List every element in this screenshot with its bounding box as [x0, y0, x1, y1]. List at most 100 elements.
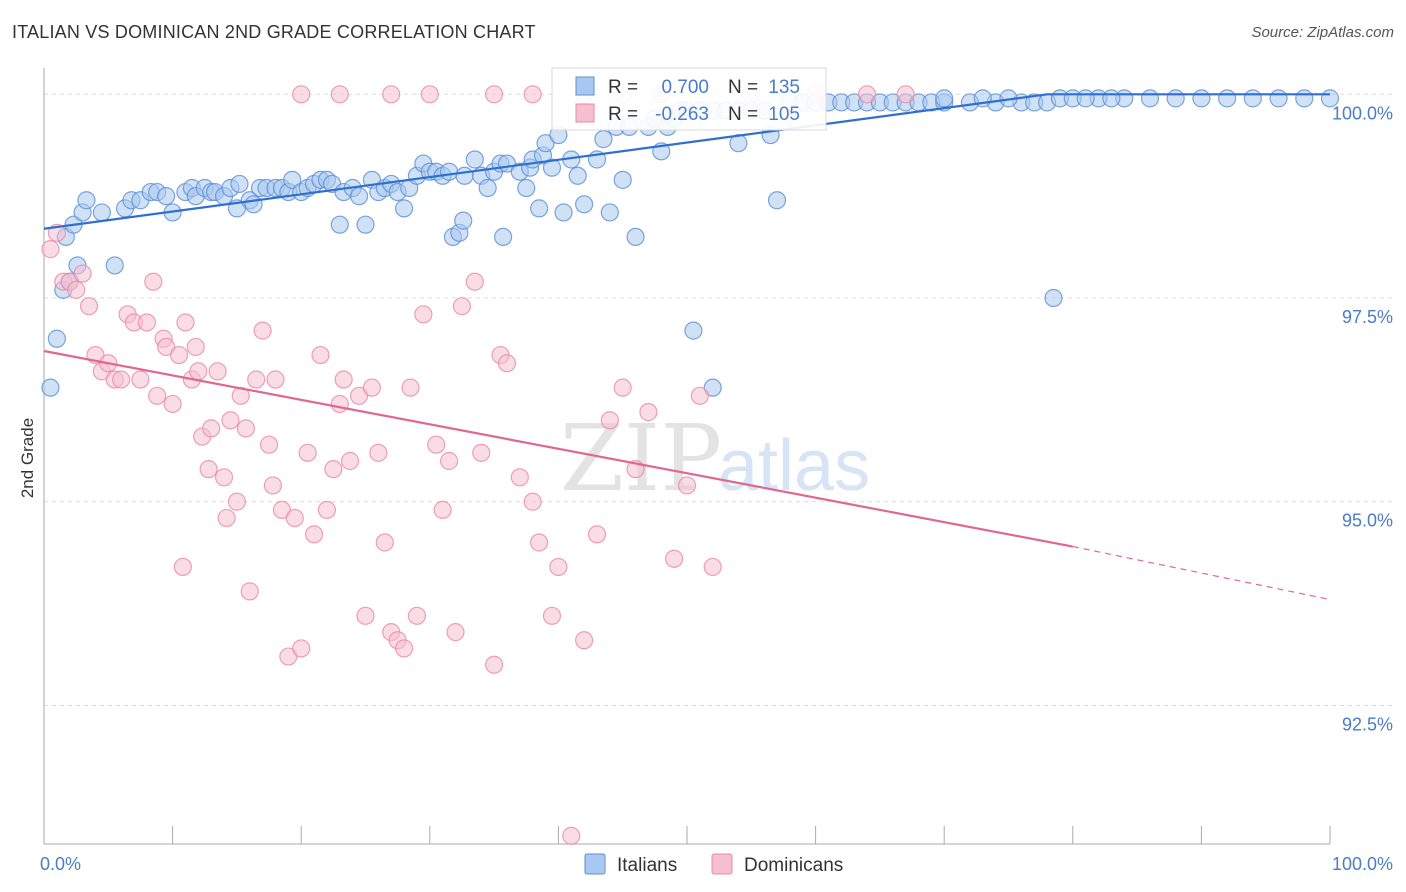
italians-point: [455, 166, 474, 185]
italians-point: [77, 191, 96, 210]
dominicans-point: [452, 297, 472, 316]
italians-point: [1295, 89, 1314, 108]
dominicans-point: [285, 508, 304, 528]
dominicans-point: [79, 297, 99, 316]
italians-point: [47, 329, 66, 348]
dominicans-point: [375, 533, 394, 552]
dominicans-point: [414, 305, 433, 324]
italians-point: [600, 203, 619, 222]
x-tick-label: 100.0%: [1332, 854, 1393, 874]
italians-point: [465, 150, 484, 169]
dominicans-point: [340, 451, 360, 471]
italians-point: [554, 203, 573, 222]
dominicans-point: [857, 85, 877, 104]
italians-point: [1166, 89, 1185, 108]
italians-point: [1076, 89, 1095, 108]
italians-point: [594, 130, 613, 149]
watermark: ZIP atlas: [560, 405, 870, 512]
dominicans-point: [304, 525, 324, 544]
dominicans-point: [279, 647, 298, 666]
italians-point: [356, 215, 375, 234]
dominicans-point: [292, 85, 311, 104]
dominicans-point: [173, 557, 192, 577]
dominicans-point: [896, 85, 915, 104]
italians-point: [613, 170, 632, 189]
dominicans-point: [189, 362, 208, 381]
dominicans-point: [485, 85, 504, 104]
dominicans-point: [221, 411, 240, 430]
legend-swatch-dominicans: [575, 103, 595, 123]
watermark-zip: ZIP: [560, 405, 722, 512]
dominicans-point: [157, 337, 176, 357]
italians-point: [1269, 89, 1288, 108]
dominicans-point: [298, 443, 317, 462]
dominicans-point: [137, 313, 156, 332]
dominicans-trend-extension: [1072, 545, 1331, 601]
italians-point: [575, 195, 594, 214]
y-axis-label: 2nd Grade: [18, 418, 37, 498]
dominicans-point: [549, 557, 568, 577]
dominicans-point: [394, 639, 414, 658]
italians-point: [1102, 89, 1121, 108]
axis-layer: [43, 68, 1331, 845]
x-tick-label: 0.0%: [40, 854, 81, 874]
italians-point: [703, 378, 722, 397]
y-tick-label: 95.0%: [1342, 511, 1393, 531]
legend-n-value: 135: [768, 77, 800, 98]
dominicans-point: [67, 280, 86, 299]
dominicans-point: [247, 370, 266, 389]
legend-r-value: 0.700: [661, 77, 709, 98]
bottom-legend: Italians Dominicans: [584, 853, 843, 876]
italians-point: [41, 378, 60, 397]
dominicans-point: [420, 85, 439, 104]
dominicans-trend-line: [43, 349, 1074, 548]
y-tick-label: 92.5%: [1342, 714, 1393, 734]
dominicans-point: [144, 272, 163, 291]
dominicans-point: [317, 500, 337, 519]
italians-point: [454, 211, 473, 230]
italians-trend-line: [43, 93, 1048, 230]
dominicans-point: [465, 272, 484, 291]
dominicans-point: [542, 606, 562, 625]
dominicans-point: [330, 85, 349, 104]
italians-point: [767, 191, 787, 210]
bottom-legend-label-italians: Italians: [617, 855, 677, 876]
italians-point: [478, 178, 497, 198]
dominicans-point: [334, 370, 353, 389]
dominicans-point: [330, 394, 349, 414]
legend-r-label: R =: [608, 104, 638, 125]
y-tick-label: 100.0%: [1332, 103, 1393, 123]
italians-point: [1243, 89, 1262, 108]
dominicans-point: [523, 85, 542, 104]
legend-box: R = 0.700 N = 135 R = -0.263 N = 105: [551, 67, 827, 131]
dominicans-point: [575, 631, 594, 650]
dominicans-point: [677, 476, 697, 495]
dominicans-point: [176, 313, 195, 332]
trend-layer: [43, 93, 1331, 601]
italians-point: [349, 187, 369, 206]
italians-point: [394, 199, 414, 218]
dominicans-point: [311, 345, 330, 365]
dominicans-point: [356, 606, 375, 625]
italians-point: [626, 227, 645, 247]
italians-point: [1140, 89, 1160, 108]
dominicans-point: [186, 337, 205, 357]
bottom-legend-swatch-italians: [584, 853, 606, 875]
dominicans-point: [382, 85, 401, 104]
dominicans-point: [292, 639, 311, 658]
chart-title: ITALIAN VS DOMINICAN 2ND GRADE CORRELATI…: [12, 22, 536, 42]
italians-point: [1192, 89, 1211, 108]
dominicans-point: [703, 557, 722, 577]
dominicans-point: [208, 362, 227, 381]
italians-point: [92, 203, 111, 222]
dominicans-point: [369, 443, 388, 462]
italians-point: [935, 89, 954, 108]
dominicans-point: [253, 321, 272, 340]
dominicans-point: [401, 378, 420, 397]
dominicans-point: [600, 411, 619, 430]
dominicans-point: [41, 240, 60, 259]
dominicans-point: [169, 345, 189, 365]
dominicans-point: [259, 435, 279, 454]
italians-point: [1218, 89, 1237, 108]
